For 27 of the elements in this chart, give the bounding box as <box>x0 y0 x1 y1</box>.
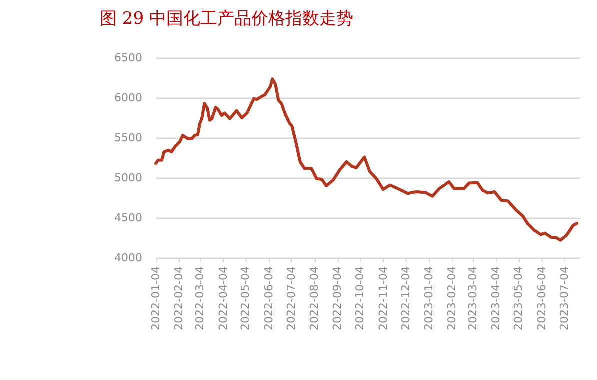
y-tick-label: 5000 <box>114 172 142 184</box>
x-tick-label: 2023-04-04 <box>490 266 503 330</box>
x-tick-label: 2022-03-04 <box>194 266 207 330</box>
x-tick-label: 2022-11-04 <box>376 266 390 330</box>
x-tick-label: 2023-01-04 <box>422 266 436 330</box>
line-series <box>154 78 579 242</box>
x-tick-label: 2023-03-04 <box>466 266 480 330</box>
x-tick-label: 2022-07-04 <box>284 266 298 330</box>
x-tick-label: 2022-04-04 <box>216 266 230 330</box>
x-tick-label: 2023-06-04 <box>535 266 548 330</box>
x-tick-label: 2022-06-04 <box>262 266 276 330</box>
x-tick-label: 2023-07-04 <box>558 266 571 330</box>
x-tick-label: 2022-08-04 <box>308 266 322 330</box>
x-tick-label: 2022-10-04 <box>354 266 367 330</box>
x-tick-label: 2023-02-04 <box>446 266 459 330</box>
y-tick-label: 4000 <box>114 252 142 264</box>
x-tick-label: 2022-09-04 <box>331 266 344 330</box>
y-tick-label: 5500 <box>114 132 142 144</box>
y-tick-label: 6000 <box>114 92 142 104</box>
y-tick-label: 4500 <box>114 212 142 224</box>
chart-title: 图 29 中国化工产品价格指数走势 <box>100 9 354 29</box>
x-tick-label: 2022-05-04 <box>239 266 252 330</box>
x-tick-label: 2022-12-04 <box>399 266 412 330</box>
x-tick-label: 2023-05-04 <box>512 266 526 330</box>
y-tick-label: 6500 <box>114 52 142 64</box>
x-tick-label: 2022-01-04 <box>150 266 162 330</box>
x-tick-label: 2022-02-04 <box>172 266 186 330</box>
